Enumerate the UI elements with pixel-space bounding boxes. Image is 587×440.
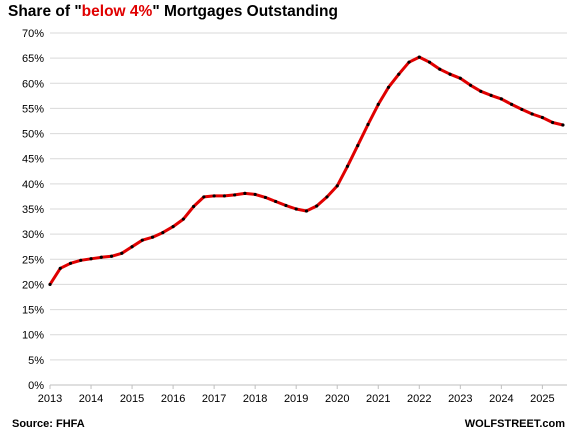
data-point (161, 231, 165, 235)
x-tick-label: 2014 (79, 393, 103, 405)
data-point (58, 266, 62, 270)
source-note: Source: FHFA (12, 418, 85, 430)
data-point (489, 93, 493, 97)
data-point (222, 194, 226, 198)
data-point (130, 245, 134, 249)
data-points (48, 55, 565, 287)
data-point (140, 238, 144, 242)
data-point (407, 60, 411, 64)
data-point (335, 184, 339, 188)
data-point (202, 195, 206, 199)
data-point (212, 194, 216, 198)
x-tick-labels: 2013 2014 2015 2016 2017 2018 2019 2020 2021 2022… (38, 393, 555, 405)
x-tick-label: 2013 (38, 393, 62, 405)
y-tick-label: 65% (22, 53, 44, 65)
y-tick-label: 50% (22, 129, 44, 141)
data-point (315, 204, 319, 208)
data-point (68, 261, 73, 265)
x-tick-label: 2016 (161, 393, 185, 405)
data-point (366, 122, 370, 127)
series-line (48, 55, 565, 286)
data-point (325, 195, 329, 199)
data-point (520, 107, 524, 112)
data-point (48, 282, 52, 287)
y-tick-label: 5% (28, 355, 44, 367)
chart-title: Share of "below 4%" Mortgages Outstandin… (8, 3, 338, 20)
data-point (551, 120, 555, 125)
data-point (274, 199, 278, 204)
data-point (356, 144, 360, 148)
x-tick-label: 2022 (407, 393, 431, 405)
y-tick-label: 20% (22, 279, 44, 291)
data-point (233, 193, 237, 197)
x-tick-label: 2021 (366, 393, 390, 405)
y-tick-label: 70% (22, 28, 44, 40)
x-tick-label: 2020 (325, 393, 349, 405)
credit-note: WOLFSTREET.com (464, 418, 565, 430)
x-tick-label: 2023 (448, 393, 472, 405)
data-point (479, 89, 483, 93)
data-point (386, 85, 391, 89)
y-tick-label: 0% (28, 380, 44, 392)
x-tick-label: 2017 (202, 393, 226, 405)
y-tick-label: 10% (22, 330, 44, 342)
data-point (448, 72, 452, 76)
data-point (120, 251, 124, 255)
data-point (304, 209, 309, 213)
y-tick-label: 35% (22, 204, 44, 216)
series-line-group (48, 55, 565, 286)
y-tick-labels: 0% 5% 10% 15% 20% 25% 30% 35% 40% 45% 50% 55% 60% 65%… (22, 28, 44, 392)
y-tick-label: 60% (22, 78, 44, 90)
x-tick-label: 2025 (530, 393, 554, 405)
data-point (99, 255, 103, 259)
data-point (109, 254, 114, 258)
data-point (294, 207, 298, 211)
y-tick-label: 25% (22, 254, 44, 266)
data-point (150, 235, 155, 239)
axes (49, 384, 567, 389)
data-point (171, 225, 175, 229)
data-point (253, 192, 257, 197)
x-tick-label: 2015 (120, 393, 144, 405)
y-tick-label: 15% (22, 305, 44, 317)
data-point (263, 195, 268, 200)
x-tick-label: 2018 (243, 393, 267, 405)
data-point (530, 112, 534, 116)
data-point (458, 76, 462, 80)
y-tick-label: 40% (22, 179, 44, 191)
y-tick-label: 45% (22, 154, 44, 166)
data-point (284, 203, 288, 208)
data-point (89, 257, 93, 261)
data-point (79, 258, 83, 262)
x-tick-label: 2024 (489, 393, 513, 405)
y-tick-label: 55% (22, 103, 44, 115)
title-highlight: below 4% (81, 3, 153, 20)
y-tick-label: 30% (22, 229, 44, 241)
data-point (561, 123, 565, 127)
x-tick-label: 2019 (284, 393, 308, 405)
data-point (397, 72, 401, 76)
data-point (376, 102, 380, 107)
data-point (499, 97, 503, 101)
data-point (468, 83, 473, 87)
data-point (427, 60, 432, 64)
data-point (438, 67, 442, 71)
data-point (192, 204, 196, 209)
data-point (510, 102, 514, 107)
data-point (417, 55, 421, 59)
data-point (243, 191, 247, 196)
gridlines (50, 32, 567, 361)
data-point (540, 115, 544, 120)
data-point (345, 164, 350, 168)
data-point (181, 217, 185, 221)
